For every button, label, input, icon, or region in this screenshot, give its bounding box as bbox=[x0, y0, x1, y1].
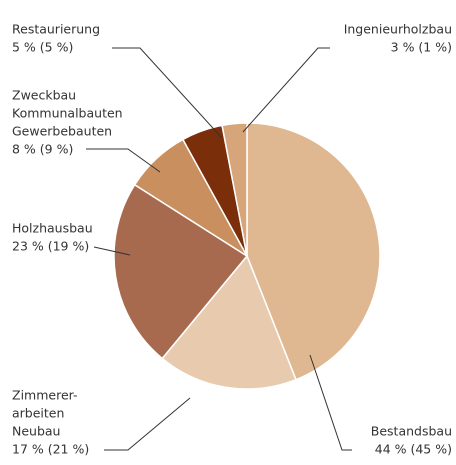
value-label: 3 % (1 %) bbox=[391, 40, 452, 55]
value-label: 8 % (9 %) bbox=[12, 142, 73, 157]
leader-line bbox=[112, 47, 223, 139]
slice-label: Gewerbebauten bbox=[12, 124, 112, 139]
slice-label: Neubau bbox=[12, 424, 60, 439]
slice-label: Kommunalbauten bbox=[12, 106, 123, 121]
slice-label: Ingenieurholzbau bbox=[344, 22, 452, 37]
value-label: 17 % (21 %) bbox=[12, 442, 89, 457]
leader-line bbox=[104, 397, 191, 451]
pie-slice bbox=[113, 183, 249, 360]
value-label: 5 % (5 %) bbox=[12, 40, 73, 55]
slice-label: Restaurierung bbox=[12, 22, 100, 37]
slice-label: Zweckbau bbox=[12, 88, 76, 103]
slice-label: arbeiten bbox=[12, 406, 64, 421]
leader-line bbox=[93, 246, 131, 256]
leader-line bbox=[242, 47, 330, 133]
pie-slice bbox=[221, 122, 248, 257]
value-label: 23 % (19 %) bbox=[12, 239, 89, 254]
slice-label: Bestandsbau bbox=[371, 424, 452, 439]
leader-line bbox=[309, 354, 352, 451]
value-label: 44 % (45 %) bbox=[375, 442, 452, 457]
slice-label: Zimmerer- bbox=[12, 388, 78, 403]
leader-line bbox=[86, 148, 161, 173]
pie-slice bbox=[246, 122, 381, 381]
slice-label: Holzhausbau bbox=[12, 221, 93, 236]
pie-slice bbox=[161, 254, 297, 390]
